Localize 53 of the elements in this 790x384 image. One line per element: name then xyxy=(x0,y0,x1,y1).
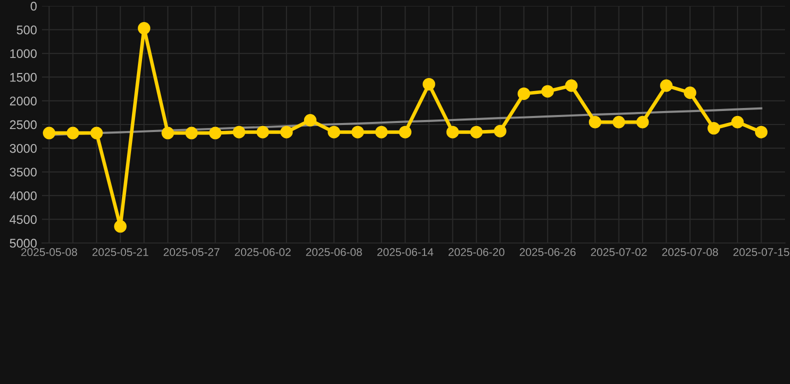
point xyxy=(565,79,578,92)
x-tick-label: 2025-05-27 xyxy=(164,248,220,256)
point xyxy=(90,126,103,140)
y-tick-label: 4500 xyxy=(10,215,37,224)
point xyxy=(42,126,56,140)
point xyxy=(731,116,744,128)
point xyxy=(588,116,602,128)
y-tick-label: 5000 xyxy=(10,238,37,248)
point xyxy=(422,78,436,90)
y-tick-label: 500 xyxy=(16,26,37,34)
point xyxy=(446,126,459,138)
point xyxy=(328,126,340,138)
point xyxy=(185,126,198,140)
x-tick-label: 2025-06-20 xyxy=(448,248,504,256)
point xyxy=(138,22,150,35)
x-tick-label: 2025-07-02 xyxy=(590,248,647,256)
x-tick-label: 2025-06-26 xyxy=(520,248,576,256)
point xyxy=(470,126,483,138)
point xyxy=(66,126,80,140)
y-tick-label: 3500 xyxy=(10,168,37,177)
x-tick-label: 2025-07-08 xyxy=(662,248,718,256)
point xyxy=(684,86,696,99)
point xyxy=(660,79,673,92)
point xyxy=(114,220,127,233)
point xyxy=(375,126,388,138)
point xyxy=(209,126,222,140)
x-tick-label: 2025-05-08 xyxy=(21,248,78,256)
y-tick-label: 4000 xyxy=(10,191,37,200)
y-tick-label: 1500 xyxy=(10,72,37,82)
point xyxy=(256,126,270,138)
point xyxy=(232,126,246,138)
point xyxy=(755,126,768,138)
x-tick-label: 2025-06-02 xyxy=(234,248,291,256)
x-tick-label: 2025-06-08 xyxy=(306,248,362,256)
y-tick-label: 3000 xyxy=(10,144,37,153)
point xyxy=(280,126,293,138)
point xyxy=(541,85,554,98)
x-tick-label: 2025-06-14 xyxy=(377,248,434,256)
point xyxy=(398,126,412,138)
point xyxy=(518,87,530,100)
y-tick-label: 2500 xyxy=(10,120,37,130)
point xyxy=(708,122,720,135)
y-tick-label: 1000 xyxy=(10,49,37,58)
point xyxy=(636,116,649,128)
point xyxy=(304,114,316,126)
y-tick-label: 0 xyxy=(30,2,37,11)
x-tick-label: 2025-07-15 xyxy=(733,248,790,256)
x-tick-label: 2025-05-21 xyxy=(92,248,148,256)
point xyxy=(351,126,364,138)
y-tick-label: 2000 xyxy=(10,96,37,106)
point xyxy=(494,124,506,138)
point xyxy=(612,116,626,128)
point xyxy=(162,126,174,140)
